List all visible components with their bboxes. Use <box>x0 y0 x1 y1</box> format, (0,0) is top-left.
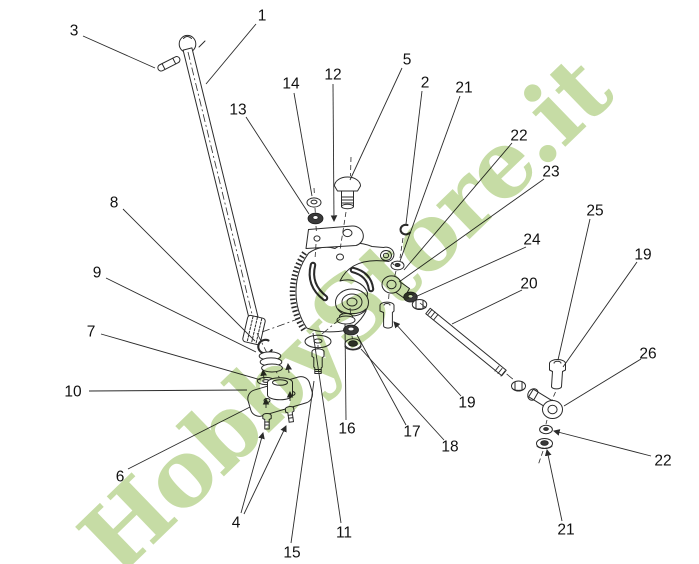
pivot-bushing <box>267 377 293 401</box>
gear-hub <box>335 288 369 317</box>
leader-line <box>205 23 257 85</box>
shoulder-bolt <box>311 345 325 374</box>
callout-number: 23 <box>542 164 559 181</box>
retainer-clip <box>399 223 412 259</box>
callout-number: 10 <box>64 384 82 401</box>
callout-number: 14 <box>282 76 300 93</box>
hex-bolt-right <box>549 359 566 401</box>
callout-number: 13 <box>229 102 246 119</box>
callout-number: 22 <box>510 128 527 145</box>
mount-screw <box>284 406 295 423</box>
tie-rod-nut <box>511 380 526 392</box>
leader-line <box>360 348 445 441</box>
leader-line <box>451 289 523 325</box>
leader-line <box>356 334 407 426</box>
leader-line <box>414 246 527 298</box>
mount-screw <box>262 413 272 430</box>
callout-number: 20 <box>520 276 538 293</box>
callout-number: 25 <box>586 203 603 220</box>
callout-number: 21 <box>455 80 472 97</box>
callout-number: 15 <box>283 545 300 562</box>
callout-number: 6 <box>116 469 125 486</box>
hex-bolt-mid <box>379 293 395 329</box>
callout-number: 5 <box>403 52 412 69</box>
carriage-bolt <box>334 156 361 251</box>
leader-line <box>393 321 462 397</box>
stud-nut <box>403 291 418 303</box>
hub-nut-upper <box>343 324 359 336</box>
clamp-plate <box>305 225 364 260</box>
leader-line <box>312 332 342 524</box>
callout-number: 18 <box>441 439 458 456</box>
leader-line <box>349 67 403 181</box>
callout-number: 9 <box>93 265 102 282</box>
spring <box>258 351 283 373</box>
leader-line <box>544 449 563 522</box>
castle-nut <box>390 260 405 278</box>
callout-number: 21 <box>557 522 574 539</box>
leader-line <box>399 95 461 262</box>
callout-number: 19 <box>458 395 475 412</box>
callout-number: 8 <box>110 195 119 212</box>
assembly-arrows <box>260 362 294 408</box>
callout-number: 11 <box>336 525 352 542</box>
tie-rod <box>419 302 515 381</box>
leader-line <box>245 116 310 215</box>
leader-line <box>562 261 638 368</box>
callout-number: 2 <box>421 75 430 92</box>
leader-line <box>122 208 256 342</box>
shaft-axis-line <box>256 332 282 382</box>
callout-number: 12 <box>324 67 341 84</box>
callout-number: 1 <box>258 8 267 25</box>
callout-number: 22 <box>654 453 671 470</box>
leader-line <box>403 142 513 271</box>
leader-line <box>557 218 591 361</box>
leader-line <box>100 333 262 381</box>
pin <box>157 56 181 72</box>
leader-line <box>105 277 257 353</box>
leader-line <box>330 83 338 223</box>
callout-number: 16 <box>338 421 355 438</box>
steering-shaft <box>178 34 259 320</box>
callout-number: 17 <box>403 424 420 441</box>
callout-number: 26 <box>639 346 656 363</box>
hub-bushing <box>336 307 356 325</box>
rod-end-lower <box>527 388 563 425</box>
callout-number: 19 <box>634 247 651 264</box>
leader-line <box>344 323 347 421</box>
leader-line <box>553 429 652 457</box>
callout-number: 3 <box>70 23 79 40</box>
leader-line <box>290 380 315 544</box>
leader-line <box>405 90 423 225</box>
callout-number: 7 <box>87 324 96 341</box>
lower-nut <box>539 424 553 435</box>
flange-nut <box>307 212 324 234</box>
leader-line <box>82 35 156 69</box>
callout-number: 24 <box>523 232 541 249</box>
leader-line <box>88 389 248 392</box>
leader-line <box>563 358 642 407</box>
serrated-washer <box>536 438 553 465</box>
jam-nut <box>411 299 428 310</box>
leader-line <box>398 178 545 283</box>
callout-number: 4 <box>232 515 241 532</box>
leader-line <box>240 432 265 514</box>
lock-washer <box>306 187 322 213</box>
leader-line <box>293 92 313 197</box>
leader-line <box>127 406 251 470</box>
leader-line <box>243 425 287 515</box>
